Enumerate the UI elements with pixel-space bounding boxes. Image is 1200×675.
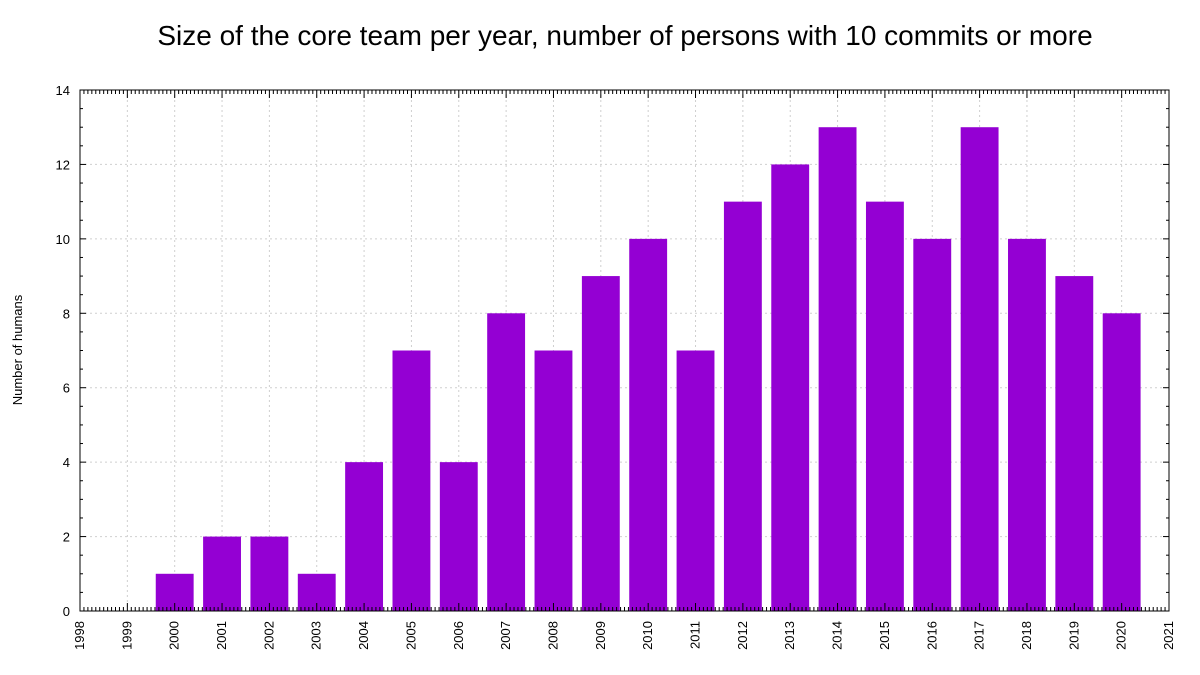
x-tick-label: 2000 bbox=[167, 621, 182, 650]
axis-tick-labels: 0 2 4 6 8 10 12 14 1998 1999 2000 2001 2002 2003 2004 2… bbox=[56, 83, 1176, 650]
bar-2005 bbox=[392, 350, 431, 611]
plot-frame bbox=[79, 89, 1170, 612]
bar-2012 bbox=[723, 201, 762, 611]
bar-2018 bbox=[1008, 238, 1046, 611]
x-tick-label: 2003 bbox=[309, 621, 324, 650]
x-tick-label: 2015 bbox=[877, 621, 892, 650]
y-tick-label: 10 bbox=[56, 232, 70, 247]
bar-2016 bbox=[913, 238, 952, 611]
x-tick-label: 2020 bbox=[1114, 621, 1129, 650]
x-tick-label: 2016 bbox=[924, 621, 939, 650]
bar-2014 bbox=[818, 127, 857, 611]
chart-title: Size of the core team per year, number o… bbox=[157, 20, 1092, 51]
bar-2004 bbox=[345, 462, 384, 611]
bar-2013 bbox=[771, 164, 810, 611]
x-tick-label: 2005 bbox=[403, 621, 418, 650]
x-tick-label: 2013 bbox=[782, 621, 797, 650]
y-tick-label: 12 bbox=[56, 157, 70, 172]
x-tick-label: 2001 bbox=[214, 621, 229, 650]
x-tick-label: 2021 bbox=[1161, 621, 1176, 650]
x-tick-label: 2009 bbox=[593, 621, 608, 650]
x-tick-label: 2010 bbox=[640, 621, 655, 650]
bar-2011 bbox=[676, 350, 715, 611]
x-tick-label: 2018 bbox=[1019, 621, 1034, 650]
x-tick-label: 2012 bbox=[735, 621, 750, 650]
x-tick-label: 2017 bbox=[972, 621, 987, 650]
x-tick-label: 2011 bbox=[688, 621, 703, 649]
bar-2006 bbox=[439, 462, 478, 611]
bar-2009 bbox=[581, 276, 620, 611]
x-tick-label: 2006 bbox=[451, 621, 466, 650]
x-tick-label: 2008 bbox=[545, 621, 560, 650]
y-tick-label: 4 bbox=[63, 455, 70, 470]
bar-2017 bbox=[960, 127, 999, 611]
y-axis-label: Number of humans bbox=[10, 294, 25, 405]
bar-2019 bbox=[1055, 276, 1094, 611]
bar-2008 bbox=[534, 350, 573, 611]
bars bbox=[155, 127, 1141, 611]
y-tick-label: 6 bbox=[63, 381, 70, 396]
bar-2020 bbox=[1102, 313, 1141, 611]
y-tick-label: 0 bbox=[63, 604, 70, 619]
y-tick-label: 14 bbox=[56, 83, 70, 98]
bar-2015 bbox=[865, 201, 904, 611]
x-tick-label: 1998 bbox=[72, 621, 87, 650]
x-tick-label: 2002 bbox=[261, 621, 276, 650]
x-tick-label: 2007 bbox=[498, 621, 513, 650]
x-tick-label: 2004 bbox=[356, 621, 371, 650]
y-tick-label: 2 bbox=[63, 530, 70, 545]
bar-2001 bbox=[203, 536, 241, 611]
bar-2007 bbox=[487, 313, 526, 611]
x-tick-label: 2014 bbox=[830, 621, 845, 650]
x-tick-label: 2019 bbox=[1066, 621, 1081, 650]
grid-lines bbox=[80, 90, 1169, 611]
x-tick-label: 1999 bbox=[119, 621, 134, 650]
axis-ticks bbox=[79, 89, 1170, 612]
bar-2010 bbox=[629, 238, 668, 611]
y-tick-label: 8 bbox=[63, 306, 70, 321]
bar-2002 bbox=[250, 536, 289, 611]
